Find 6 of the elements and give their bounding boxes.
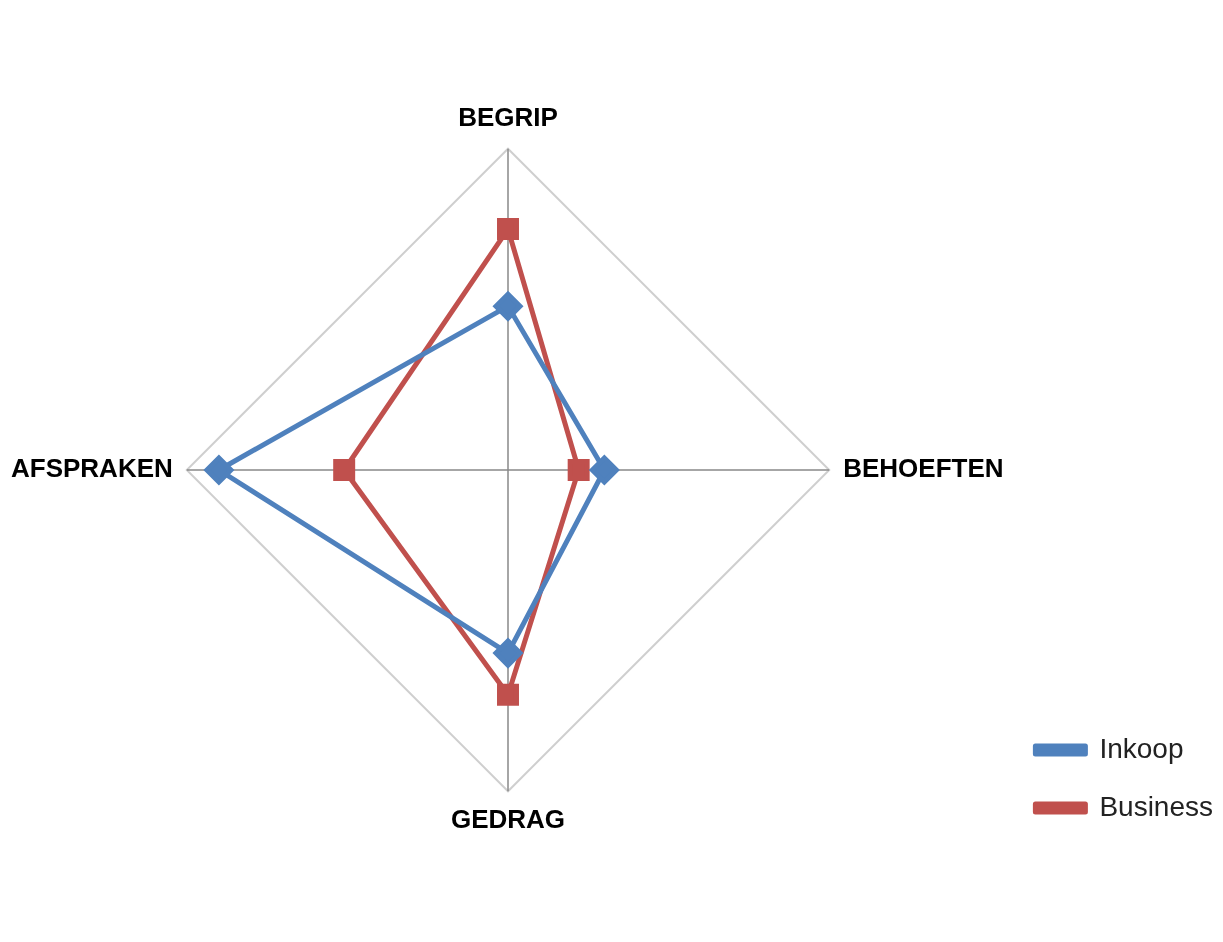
legend-label: Inkoop	[1099, 732, 1184, 764]
spoke-label: GEDRAG	[450, 803, 566, 834]
spoke-label: BEGRIP	[458, 102, 558, 133]
legend-label: Business	[1099, 790, 1214, 822]
spoke-label: AFSPRAKEN	[10, 453, 173, 484]
spoke-label: BEHOEFTEN	[843, 453, 1004, 484]
